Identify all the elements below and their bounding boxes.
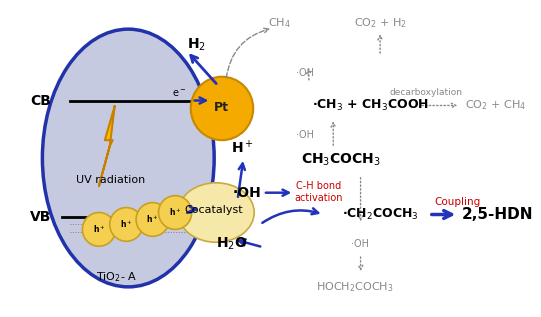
Text: TiO$_2$- A: TiO$_2$- A [96,270,137,284]
Text: ·OH: ·OH [233,186,262,200]
Ellipse shape [42,29,214,287]
Text: Cocatalyst: Cocatalyst [185,204,243,215]
Text: CH$_3$COCH$_3$: CH$_3$COCH$_3$ [301,152,381,168]
Text: VB: VB [30,210,51,224]
Ellipse shape [178,183,254,242]
Text: CB: CB [30,94,51,107]
Text: UV radiation: UV radiation [76,175,146,185]
Circle shape [191,77,253,140]
Text: ·OH: ·OH [296,68,314,78]
Text: h$^+$: h$^+$ [93,223,105,235]
Circle shape [110,208,143,241]
Circle shape [82,212,116,246]
Text: H$^+$: H$^+$ [231,139,254,157]
Text: 2,5-HDN: 2,5-HDN [461,207,533,222]
Text: H$_2$O: H$_2$O [216,236,247,252]
Text: ·OH: ·OH [351,239,369,249]
Text: decarboxylation: decarboxylation [390,88,463,97]
Polygon shape [99,107,115,186]
Circle shape [136,203,169,236]
Text: h$^+$: h$^+$ [147,214,159,225]
Text: h$^+$: h$^+$ [169,207,181,218]
Text: CH$_4$: CH$_4$ [268,16,291,30]
Text: HOCH$_2$COCH$_3$: HOCH$_2$COCH$_3$ [316,280,393,294]
Text: ·CH$_3$ + CH$_3$COOH: ·CH$_3$ + CH$_3$COOH [312,98,428,113]
Text: Pt: Pt [214,101,228,114]
Text: H$_2$: H$_2$ [187,37,206,53]
Text: h$^+$: h$^+$ [120,218,133,230]
Text: ·CH$_2$COCH$_3$: ·CH$_2$COCH$_3$ [342,207,419,222]
Text: Coupling: Coupling [434,197,480,207]
Text: ·OH: ·OH [296,130,314,140]
Text: CO$_2$ + H$_2$: CO$_2$ + H$_2$ [354,16,406,30]
Text: C-H bond
activation: C-H bond activation [294,181,343,203]
Circle shape [159,196,192,230]
Text: e$^-$: e$^-$ [172,88,186,99]
Text: CO$_2$ + CH$_4$: CO$_2$ + CH$_4$ [465,99,526,112]
